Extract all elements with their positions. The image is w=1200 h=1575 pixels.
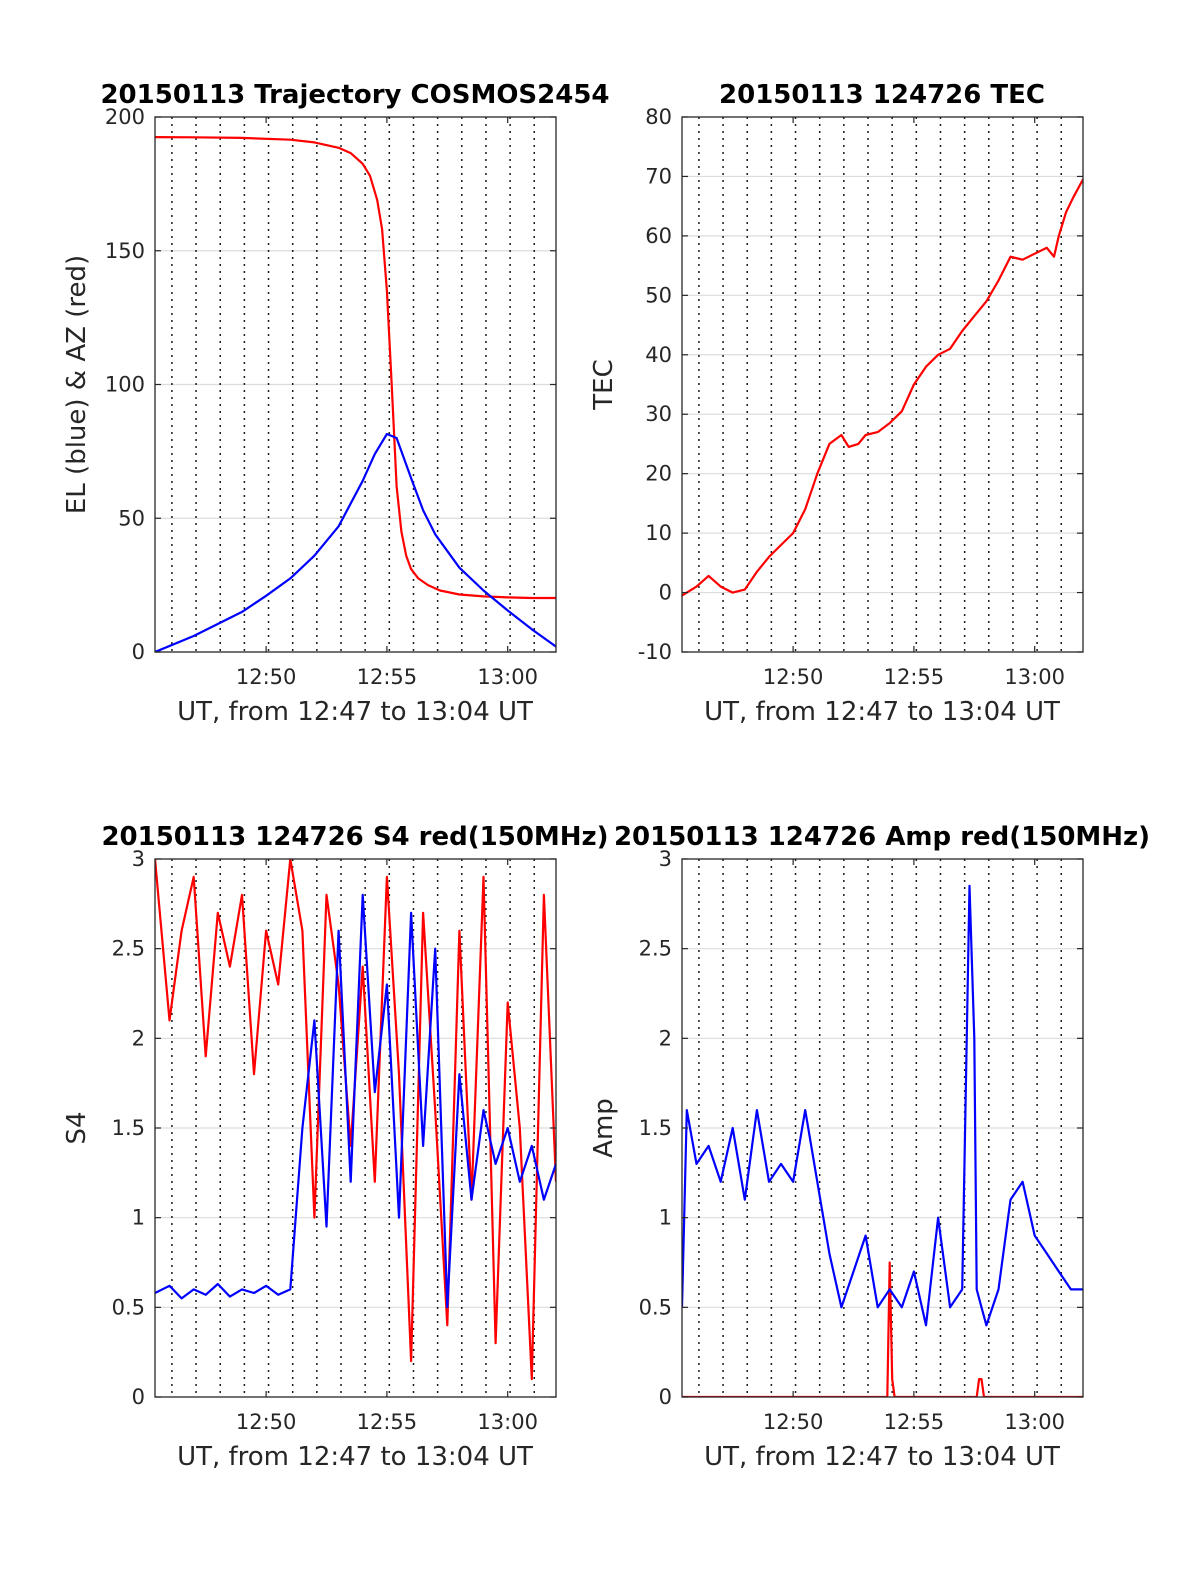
- y-tick-label: 0: [659, 1385, 672, 1409]
- y-tick-label: 2: [659, 1026, 672, 1050]
- y-tick-label: 2.5: [112, 937, 145, 961]
- chart-title: 20150113 124726 Amp red(150MHz): [614, 822, 1150, 852]
- y-tick-label: 2: [132, 1026, 145, 1050]
- x-tick-label: 13:00: [477, 665, 538, 689]
- y-tick-label: 0: [132, 640, 145, 664]
- x-axis-label: UT, from 12:47 to 13:04 UT: [704, 1442, 1060, 1472]
- y-tick-label: -10: [638, 640, 672, 664]
- y-tick-label: 0.5: [639, 1295, 672, 1319]
- y-axis-label: Amp: [589, 1098, 619, 1158]
- y-tick-label: 100: [105, 373, 145, 397]
- chart-title: 20150113 124726 TEC: [719, 80, 1045, 110]
- chart-title: 20150113 124726 S4 red(150MHz): [101, 822, 608, 852]
- y-tick-label: 0.5: [112, 1295, 145, 1319]
- chart-title: 20150113 Trajectory COSMOS2454: [100, 80, 609, 110]
- x-tick-label: 12:50: [763, 665, 824, 689]
- x-tick-label: 12:50: [236, 665, 297, 689]
- series-line-2: [155, 893, 556, 1309]
- y-tick-label: 1.5: [112, 1116, 145, 1140]
- x-tick-label: 12:50: [763, 1410, 824, 1434]
- x-axis-label: UT, from 12:47 to 13:04 UT: [177, 1442, 533, 1472]
- x-tick-label: 12:55: [357, 665, 418, 689]
- series-line-2: [682, 884, 1083, 1327]
- chart-2: -10 0 10 20 30 40 50 60 70 80 12:50 12:55 13:00 20150…: [589, 80, 1084, 727]
- x-tick-label: 13:00: [1004, 1410, 1065, 1434]
- y-tick-label: 150: [105, 239, 145, 263]
- y-axis-label: S4: [62, 1111, 92, 1144]
- y-tick-label: 30: [645, 402, 672, 426]
- plot-frame: [681, 116, 1084, 653]
- y-tick-label: 200: [105, 105, 145, 129]
- y-tick-label: 50: [118, 506, 145, 530]
- x-axis-label: UT, from 12:47 to 13:04 UT: [177, 697, 533, 727]
- series-line-2: [155, 432, 556, 652]
- series-line-1: [155, 136, 556, 600]
- y-axis-label: TEC: [589, 359, 619, 410]
- chart-4: 0 0.5 1 1.5 2 2.5 3 12:50 12:55 13:00 20150113 124…: [589, 822, 1150, 1472]
- y-tick-label: 0: [659, 581, 672, 605]
- x-axis-label: UT, from 12:47 to 13:04 UT: [704, 697, 1060, 727]
- y-axis-label: EL (blue) & AZ (red): [62, 255, 92, 514]
- y-tick-label: 70: [645, 164, 672, 188]
- y-tick-label: 20: [645, 462, 672, 486]
- series-line-1: [682, 1261, 1083, 1397]
- y-tick-label: 0: [132, 1385, 145, 1409]
- y-tick-label: 1: [659, 1206, 672, 1230]
- y-tick-label: 80: [645, 105, 672, 129]
- y-tick-label: 1: [132, 1206, 145, 1230]
- y-tick-label: 10: [645, 521, 672, 545]
- x-tick-label: 13:00: [477, 1410, 538, 1434]
- chart-1: 0 50 100 150 200 12:50 12:55 13:00 20150113 Traj…: [62, 80, 610, 727]
- y-tick-label: 3: [132, 847, 145, 871]
- x-tick-label: 12:55: [884, 665, 945, 689]
- y-tick-label: 3: [659, 847, 672, 871]
- series-line-1: [155, 859, 556, 1381]
- x-tick-label: 12:55: [357, 1410, 418, 1434]
- y-tick-label: 50: [645, 283, 672, 307]
- x-tick-label: 12:55: [884, 1410, 945, 1434]
- y-tick-label: 60: [645, 224, 672, 248]
- y-tick-label: 2.5: [639, 937, 672, 961]
- y-tick-label: 40: [645, 343, 672, 367]
- chart-3: 0 0.5 1 1.5 2 2.5 3 12:50 12:55 13:00 20150113 124…: [62, 822, 609, 1472]
- series-line-1: [682, 178, 1083, 597]
- x-tick-label: 13:00: [1004, 665, 1065, 689]
- y-tick-label: 1.5: [639, 1116, 672, 1140]
- x-tick-label: 12:50: [236, 1410, 297, 1434]
